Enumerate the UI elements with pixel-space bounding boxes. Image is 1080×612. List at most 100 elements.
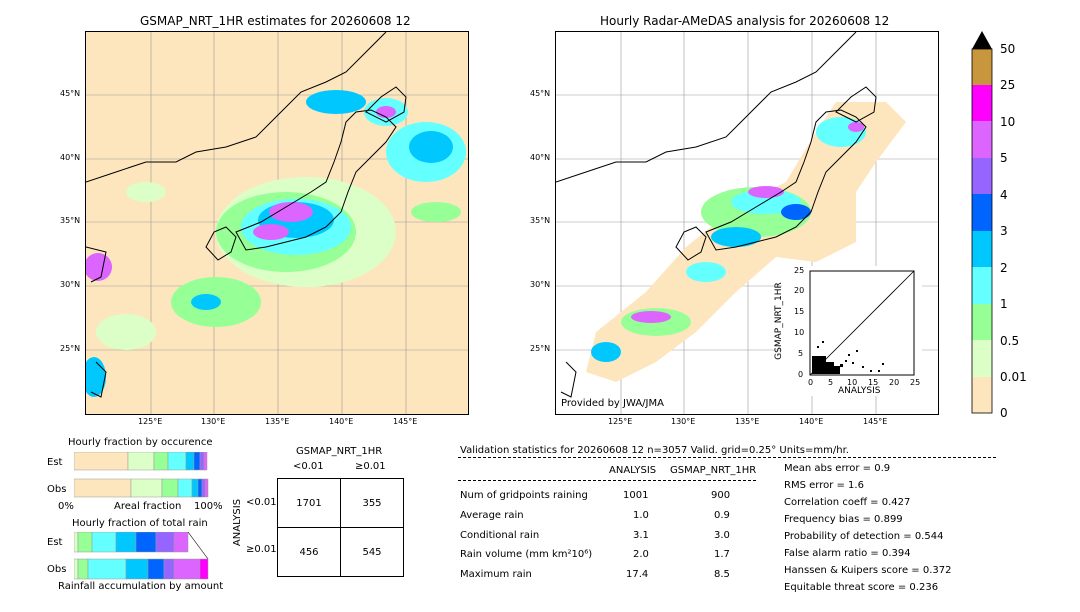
left-lat-tick-35: 35°N <box>60 216 81 225</box>
validation-row-analysis: 17.4 <box>626 569 649 580</box>
validation-row-gsmap: 3.0 <box>714 530 730 541</box>
colorbar-label-25: 25 <box>1000 78 1016 92</box>
validation-row-gsmap: 900 <box>711 490 731 501</box>
colorbar-label-0.5: 0.5 <box>1000 334 1020 348</box>
total-rain-bars <box>74 532 209 580</box>
colorbar-label-0: 0 <box>1000 406 1008 420</box>
validation-header: Validation statistics for 20260608 12 n=… <box>460 445 849 456</box>
total-rain-footer: Rainfall accumulation by amount <box>58 581 224 592</box>
occurrence-axis-mid: Areal fraction <box>114 501 182 512</box>
validation-col-rule <box>458 480 756 481</box>
contingency-row-ge: ≥0.01 <box>246 544 277 555</box>
validation-row-analysis: 1001 <box>623 490 649 501</box>
scatter-xtick-25: 25 <box>910 378 921 387</box>
contingency-table: 1701 355 456 545 <box>277 478 404 577</box>
validation-row-label: Rain volume (mm km²10⁶) <box>460 549 593 560</box>
validation-row-analysis: 3.1 <box>633 530 649 541</box>
occurrence-row-obs: Obs <box>47 484 67 495</box>
occurrence-title: Hourly fraction by occurence <box>68 437 213 448</box>
contingency-row-lt: <0.01 <box>246 497 277 508</box>
scatter-xtick-20: 20 <box>889 378 900 387</box>
left-lon-tick-135: 135°E <box>265 417 290 426</box>
validation-row-gsmap: 0.9 <box>714 510 730 521</box>
occurrence-bars <box>74 452 209 498</box>
left-lon-tick-140: 140°E <box>329 417 354 426</box>
total-rain-row-obs: Obs <box>47 564 67 575</box>
left-lat-tick-45: 45°N <box>60 89 81 98</box>
right-map-canvas <box>556 32 938 414</box>
left-lat-tick-40: 40°N <box>60 153 81 162</box>
occurrence-axis-left: 0% <box>58 501 74 512</box>
validation-row-gsmap: 1.7 <box>714 549 730 560</box>
left-precip <box>86 90 466 397</box>
occurrence-axis-right: 100% <box>194 501 223 512</box>
contingency-col-lt: <0.01 <box>293 461 324 472</box>
colorbar-label-2: 2 <box>1000 261 1008 275</box>
score-frequency-bias: Frequency bias = 0.899 <box>784 514 903 525</box>
validation-header-rule <box>458 457 996 458</box>
colorbar-label-10: 10 <box>1000 115 1016 129</box>
right-lat-tick-45: 45°N <box>530 89 551 98</box>
colorbar-label-1: 1 <box>1000 297 1008 311</box>
scatter-ylabel: GSMAP_NRT_1HR <box>773 282 784 360</box>
right-lon-tick-135: 135°E <box>735 417 760 426</box>
scatter-ytick-25: 25 <box>794 266 805 275</box>
contingency-cell-12: 355 <box>340 478 404 528</box>
validation-row-analysis: 2.0 <box>633 549 649 560</box>
scatter-plot <box>809 270 915 376</box>
scatter-xtick-10: 10 <box>847 378 858 387</box>
colorbar-label-4: 4 <box>1000 188 1008 202</box>
colorbar-label-0.01: 0.01 <box>1000 370 1027 384</box>
contingency-cell-11: 1701 <box>277 478 341 528</box>
scatter-ytick-0: 0 <box>798 370 804 379</box>
validation-row-label: Average rain <box>460 510 524 521</box>
validation-row-analysis: 1.0 <box>633 510 649 521</box>
contingency-header: GSMAP_NRT_1HR <box>296 446 383 457</box>
scatter-inset: 25 20 15 10 5 0 0 5 10 15 20 25 ANALYSIS… <box>774 266 922 396</box>
scatter-ytick-15: 15 <box>794 307 805 316</box>
right-lat-tick-40: 40°N <box>530 153 551 162</box>
right-lon-tick-130: 130°E <box>671 417 696 426</box>
right-lat-tick-30: 30°N <box>530 280 551 289</box>
colorbar-label-5: 5 <box>1000 151 1008 165</box>
right-map-title: Hourly Radar-AMeDAS analysis for 2026060… <box>600 14 890 28</box>
left-lon-tick-145: 145°E <box>393 417 418 426</box>
contingency-cell-21: 456 <box>277 527 341 577</box>
left-lat-tick-30: 30°N <box>60 280 81 289</box>
score-ets: Equitable threat score = 0.236 <box>784 582 939 593</box>
left-lat-tick-25: 25°N <box>60 344 81 353</box>
score-far: False alarm ratio = 0.394 <box>784 548 911 559</box>
scatter-ytick-5: 5 <box>798 349 804 358</box>
scatter-xtick-5: 5 <box>828 378 834 387</box>
right-lon-tick-140: 140°E <box>799 417 824 426</box>
scatter-points <box>812 341 884 374</box>
occurrence-row-est: Est <box>47 457 63 468</box>
validation-row-label: Maximum rain <box>460 569 532 580</box>
contingency-col-ge: ≥0.01 <box>355 461 386 472</box>
validation-row-label: Num of gridpoints raining <box>460 490 588 501</box>
scatter-xlabel: ANALYSIS <box>838 386 881 396</box>
left-map-title: GSMAP_NRT_1HR estimates for 20260608 12 <box>140 14 411 28</box>
score-rmse: RMS error = 1.6 <box>784 480 864 491</box>
right-lat-tick-25: 25°N <box>530 344 551 353</box>
score-hk: Hanssen & Kuipers score = 0.372 <box>784 565 952 576</box>
left-lon-tick-130: 130°E <box>201 417 226 426</box>
colorbar <box>970 30 994 414</box>
contingency-side-label: ANALYSIS <box>232 498 244 547</box>
validation-row-label: Conditional rain <box>460 530 540 541</box>
validation-row-gsmap: 8.5 <box>714 569 730 580</box>
score-pod: Probability of detection = 0.544 <box>784 531 944 542</box>
colorbar-label-50: 50 <box>1000 42 1016 56</box>
left-map-canvas <box>86 32 468 414</box>
validation-col-analysis: ANALYSIS <box>609 465 657 476</box>
right-lat-tick-35: 35°N <box>530 216 551 225</box>
scatter-ytick-20: 20 <box>794 286 805 295</box>
score-correlation: Correlation coeff = 0.427 <box>784 497 911 508</box>
colorbar-svg <box>971 31 993 414</box>
validation-col-gsmap: GSMAP_NRT_1HR <box>670 465 757 476</box>
right-lon-tick-145: 145°E <box>863 417 888 426</box>
scatter-xtick-15: 15 <box>868 378 879 387</box>
left-lon-tick-125: 125°E <box>138 417 163 426</box>
left-map <box>85 31 469 415</box>
total-rain-title: Hourly fraction of total rain <box>72 518 208 529</box>
